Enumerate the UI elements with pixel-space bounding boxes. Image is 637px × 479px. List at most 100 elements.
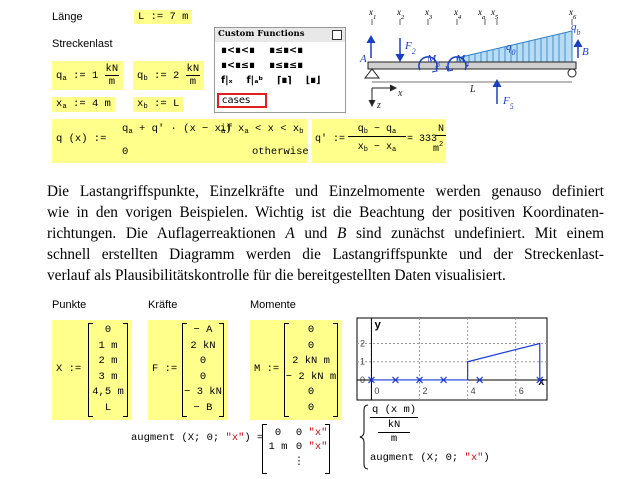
matrix-entry: 0	[295, 427, 303, 439]
text-part: := 4 m	[66, 98, 111, 110]
y-tick-label: 1	[360, 357, 365, 367]
subscript: a	[244, 128, 249, 136]
reaction-b: B	[582, 46, 589, 58]
subscript: a	[62, 75, 67, 84]
matrix-entry: 3 m	[98, 370, 118, 383]
bracket	[284, 323, 289, 417]
z-axis-label: z	[376, 100, 381, 111]
text-part: q	[506, 41, 512, 53]
x-axis-label: x	[397, 88, 403, 99]
subscript: b	[363, 128, 368, 136]
label: Momente	[250, 299, 296, 311]
bracket	[262, 424, 267, 474]
x-axis-label: x	[538, 377, 545, 389]
matrix-entry: 0	[307, 386, 315, 398]
matrix-def: F := − A 2 kN 0 0 − 3 kN − B	[148, 320, 228, 420]
moment-3: M3	[426, 53, 440, 69]
position-label: x4	[453, 7, 462, 21]
plot-legend: q (x m) kN m augment (X; 0; "x")	[370, 404, 490, 464]
text-line: Die Lastangriffspunkte, Einzelkräfte und…	[47, 183, 604, 200]
label: Kräfte	[148, 299, 178, 311]
subscript: 2	[401, 14, 405, 21]
selected-function[interactable]: cases	[217, 93, 267, 108]
lhs: q (x) :=	[56, 133, 107, 145]
subscript: b	[143, 103, 148, 111]
unit-den: m	[108, 76, 115, 88]
palette-button[interactable]: ⌈∎⌉	[277, 75, 292, 86]
unit: kN m	[185, 63, 201, 88]
bracket	[88, 323, 93, 417]
position-label: xa	[477, 7, 485, 21]
augment-result: 0 0 "x" 1 m 0 "x" ⋮	[262, 424, 330, 474]
matrix-entry: − 3 kN	[184, 386, 222, 398]
palette-button[interactable]: ⌊∎⌋	[305, 75, 321, 86]
palette-title: Custom Functions	[215, 28, 345, 42]
text-part: m	[433, 144, 440, 155]
subscript: 6	[573, 14, 577, 21]
unit-num: kN	[104, 63, 120, 76]
palette-button[interactable]: ∎≤∎≤∎	[269, 60, 304, 71]
definition: qa := 1 kN m	[52, 61, 124, 90]
matrix-lhs: X :=	[56, 363, 82, 375]
result: = 333	[407, 134, 438, 145]
diagram-load-labels: A B F2 M3 M4 q0 qb F5	[359, 21, 589, 111]
subscript: 5	[510, 102, 514, 111]
trace1-unit-den: m	[390, 433, 398, 445]
matrix-entry: 0	[199, 355, 207, 367]
text-part: − x	[368, 142, 393, 153]
palette-row: f|ₓ f|ₐᵇ ⌈∎⌉ ⌊∎⌋	[221, 75, 321, 86]
matrix-column: 0 1 m 2 m 3 m 4,5 m L	[88, 323, 128, 417]
text-part: := L	[147, 98, 180, 110]
position-label: x3	[424, 7, 433, 21]
subscript: b	[363, 146, 368, 154]
matrix-column: 0 0 2 kN m − 2 kN m 0 0	[284, 323, 338, 417]
palette-button[interactable]: f|ₓ	[221, 75, 233, 86]
text-part: q	[122, 123, 129, 135]
x-tick-label: 2	[423, 386, 428, 396]
custom-functions-palette: Custom Functions ∎<∎<∎ ∎≤∎<∎ ∎<∎≤∎ ∎≤∎≤∎ f|ₓ…	[214, 27, 346, 113]
x-tick-label: 4	[471, 386, 476, 396]
function-def: q (x) := qa + q' · (x − xa) if xa < x < …	[52, 119, 309, 163]
case-expr: 0	[122, 146, 129, 158]
y-axis-label: y	[374, 320, 381, 332]
bracket	[219, 323, 224, 417]
text-line: verlauf als Plausibilitätskontrolle für …	[47, 267, 506, 284]
palette-row: ∎<∎≤∎ ∎≤∎≤∎	[221, 60, 303, 71]
load-line	[371, 342, 541, 381]
trace2: augment (X; 0; "x")	[370, 452, 490, 464]
text-part: x	[477, 7, 482, 17]
case-cond: otherwise	[252, 146, 309, 158]
subscript: a	[392, 146, 397, 154]
subscript: 3	[428, 14, 433, 21]
palette-button[interactable]: ∎<∎≤∎	[221, 60, 256, 71]
matrix-entry: 1 m	[268, 441, 288, 453]
text-part: := 1	[66, 70, 105, 83]
definition: L := 7 m	[134, 10, 193, 24]
palette-button[interactable]: ∎<∎<∎	[221, 45, 256, 56]
label: Punkte	[52, 299, 87, 311]
text-part: sind zunächst undefiniert. Mit einem	[346, 225, 605, 242]
subscript: 0	[512, 48, 516, 57]
text-part: x	[396, 7, 401, 17]
text-part: )	[483, 452, 490, 464]
matrix-def: M := 0 0 2 kN m − 2 kN m 0 0	[250, 320, 342, 420]
text-part: M	[426, 53, 437, 65]
collapse-button[interactable]	[332, 30, 342, 40]
text-part: )	[225, 123, 232, 135]
text-part: x	[357, 142, 364, 153]
y-tick-label: 2	[360, 339, 365, 349]
palette-button[interactable]: f|ₐᵇ	[246, 75, 264, 86]
ellipsis: ⋮	[293, 456, 305, 468]
palette-button[interactable]: ∎≤∎<∎	[269, 45, 304, 56]
text-part: x	[137, 98, 144, 110]
label: Länge	[52, 11, 83, 23]
point-marker	[416, 376, 423, 384]
position-label: x1	[368, 7, 376, 21]
point-marker	[536, 376, 544, 384]
matrix-entry: "x"	[308, 441, 328, 453]
text-part: q	[137, 70, 144, 83]
text-line: wie in den vorigen Beispielen. Wichtig i…	[47, 204, 604, 221]
